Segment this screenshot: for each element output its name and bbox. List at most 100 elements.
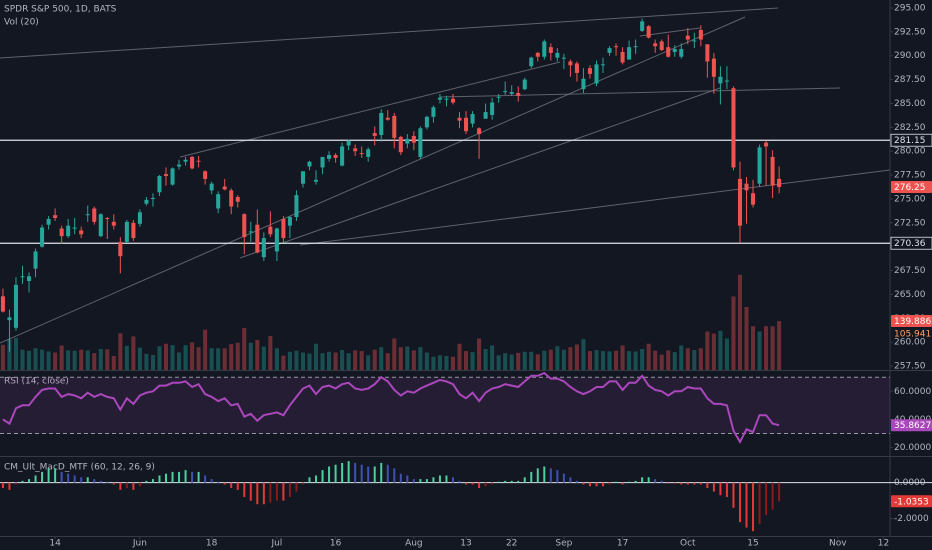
macd-bar [706, 482, 709, 489]
candle-body [163, 174, 169, 177]
volume-bar [137, 347, 142, 370]
volume-bar [574, 344, 579, 370]
volume-bar [464, 351, 469, 370]
volume-bar [229, 344, 234, 370]
trend-lines [0, 7, 891, 344]
volume-bar [470, 352, 475, 370]
macd-bar [334, 464, 337, 483]
candle-body [144, 199, 149, 204]
macd-bar [615, 481, 618, 483]
candle-body [620, 51, 625, 63]
macd-bar [1, 482, 4, 489]
candle-body [333, 155, 338, 158]
volume-bar [770, 326, 775, 370]
candle-body [398, 136, 403, 153]
candle-body [659, 41, 664, 51]
volume-bar [711, 333, 716, 370]
macd-bar [465, 482, 468, 485]
volume-bar [594, 350, 599, 370]
candle-body [607, 48, 612, 53]
candle-body [190, 156, 195, 169]
candle-body [581, 78, 586, 90]
macd-tick-label: -2.0000 [894, 514, 929, 524]
macd-bar [204, 475, 207, 483]
candle-body [313, 179, 319, 182]
candle-body [216, 194, 221, 209]
candle-body [777, 178, 782, 188]
candle-body [568, 61, 573, 66]
value-label-box [891, 419, 932, 432]
macd-bar [341, 462, 344, 483]
candle-body [450, 98, 456, 103]
macd-bar [145, 480, 148, 483]
candle-body [705, 44, 710, 62]
candle-body [327, 155, 332, 159]
candle-body [98, 214, 103, 237]
macd-bar [328, 466, 331, 483]
macd-bar [778, 482, 781, 502]
volume-bar [150, 354, 155, 370]
y-tick-label: 285.00 [894, 99, 926, 109]
candle-body [457, 117, 462, 121]
candle-body [379, 113, 384, 135]
candle-body [79, 230, 84, 235]
candle-body [666, 47, 671, 57]
macd-bar [223, 482, 226, 485]
trend-line [439, 87, 841, 98]
volume-bar [53, 352, 58, 370]
volume-bar [529, 351, 534, 370]
volume-bar [764, 326, 769, 370]
volume-bar [450, 356, 456, 370]
candle-body [672, 49, 677, 52]
volume-bar [392, 338, 397, 370]
candle-body [529, 57, 534, 67]
volume-bar [46, 351, 51, 370]
volume-bar [216, 348, 221, 370]
value-label-box [891, 495, 932, 508]
candle-body [574, 63, 579, 73]
x-tick-label: Sep [555, 539, 572, 549]
macd-bar [197, 471, 200, 483]
macd-bar [256, 482, 259, 505]
volume-bar [313, 343, 319, 370]
macd-bar [191, 471, 194, 483]
candle-body [653, 43, 658, 47]
value-label-box [891, 181, 932, 194]
candle-body [692, 40, 697, 42]
macd-bar [275, 482, 278, 501]
candle-body [600, 64, 606, 66]
volume-bar [509, 354, 514, 370]
candle-body [744, 183, 749, 191]
macd-bar [641, 477, 644, 483]
macd-bar [478, 482, 481, 489]
macd-bar [295, 482, 298, 492]
volume-bar [190, 342, 195, 370]
volume-bar [698, 348, 703, 370]
candle-body [764, 142, 769, 147]
candle-body [640, 21, 645, 31]
trend-line [299, 169, 891, 246]
candle-body [320, 156, 325, 168]
volume-bar [124, 345, 129, 370]
volume-bar [359, 351, 364, 370]
trend-line [179, 61, 561, 158]
macd-bar [151, 479, 154, 483]
rsi-band-fill [0, 377, 890, 434]
volume-bar [561, 349, 566, 370]
value-label-box [891, 315, 932, 328]
volume-bar [261, 346, 266, 370]
macd-bar [178, 471, 181, 483]
value-label: 276.25 [894, 183, 926, 193]
volume-bar [757, 331, 762, 370]
macd-bar [549, 468, 552, 483]
candle-body [13, 284, 19, 328]
volume-bar [633, 351, 638, 370]
macd-bar [752, 482, 755, 532]
volume-bar [33, 348, 38, 370]
macd-bar [562, 473, 565, 483]
candle-body [177, 164, 182, 167]
volume-bar [111, 355, 116, 370]
macd-bar [262, 482, 265, 505]
volume-bar [692, 350, 697, 370]
trend-line [0, 7, 779, 59]
